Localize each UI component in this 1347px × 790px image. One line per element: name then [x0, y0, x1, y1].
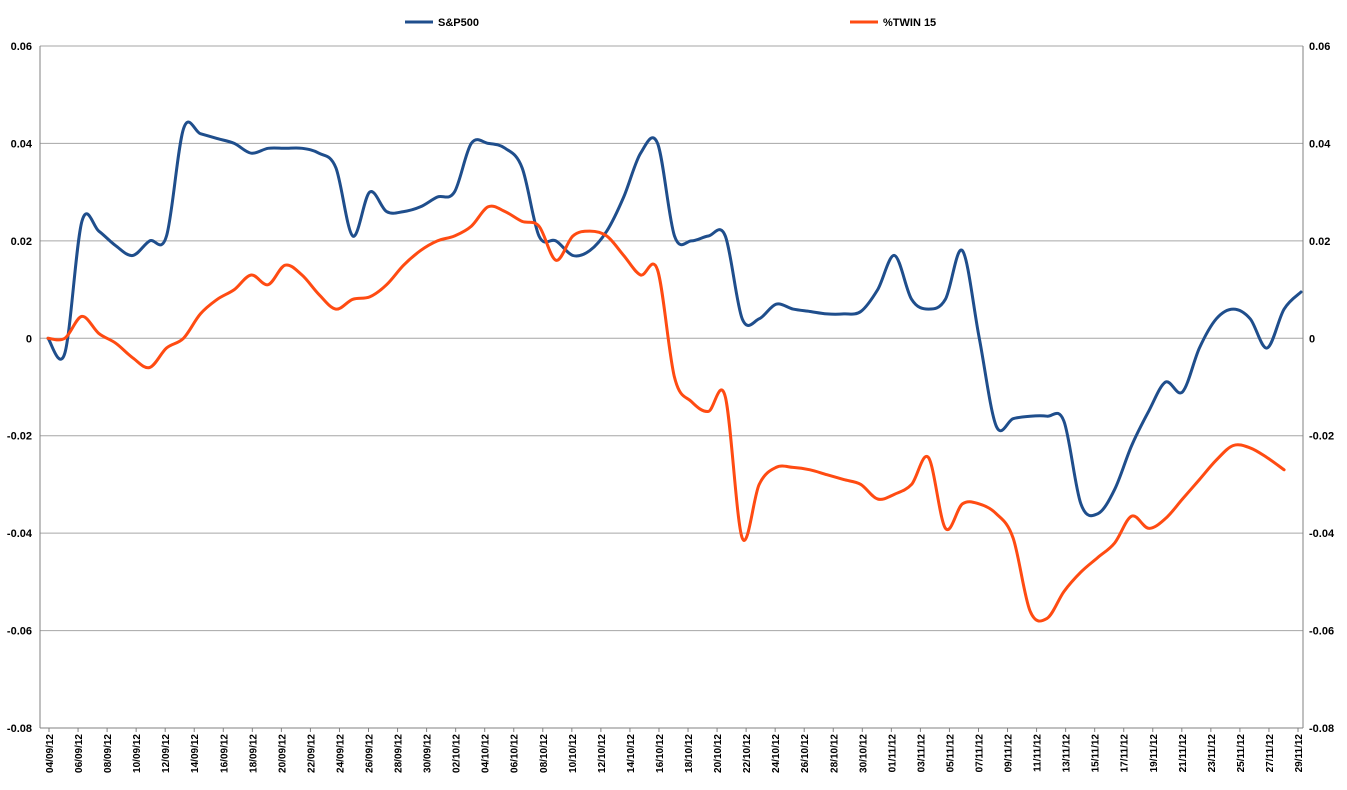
x-tick-label: 10/10/12	[568, 734, 579, 773]
legend-label: %TWIN 15	[883, 17, 936, 29]
y-tick-label-left: 0.04	[11, 138, 33, 150]
x-tick-label: 17/11/12	[1120, 734, 1131, 773]
series-line-sp500	[46, 120, 1303, 518]
x-tick-label: 01/11/12	[887, 734, 898, 773]
x-tick-label: 12/09/12	[161, 734, 172, 773]
x-tick-label: 07/11/12	[974, 734, 985, 773]
series-line-twin15	[46, 204, 1286, 623]
x-tick-label: 11/11/12	[1033, 734, 1044, 772]
x-tick-label: 21/11/12	[1178, 734, 1189, 773]
y-tick-label-right: 0.02	[1309, 236, 1330, 248]
x-tick-label: 22/09/12	[306, 734, 317, 773]
y-tick-label-left: -0.02	[7, 431, 32, 443]
legend-label: S&P500	[438, 17, 479, 29]
x-tick-label: 09/11/12	[1004, 734, 1015, 773]
y-tick-label-left: -0.06	[7, 626, 32, 638]
x-tick-label: 06/10/12	[510, 734, 521, 773]
y-tick-label-right: -0.02	[1309, 431, 1334, 443]
x-tick-label: 28/09/12	[394, 734, 405, 773]
x-tick-label: 19/11/12	[1149, 734, 1160, 773]
x-tick-label: 26/09/12	[365, 734, 376, 773]
x-tick-label: 20/09/12	[277, 734, 288, 773]
x-tick-label: 20/10/12	[713, 734, 724, 773]
x-tick-label: 30/10/12	[858, 734, 869, 773]
y-tick-label-left: -0.08	[7, 723, 32, 735]
x-tick-label: 24/10/12	[771, 734, 782, 773]
gridlines	[40, 45, 1303, 729]
y-tick-label-left: -0.04	[7, 528, 33, 540]
x-tick-label: 23/11/12	[1207, 734, 1218, 773]
x-tick-label: 06/09/12	[74, 734, 85, 773]
y-tick-label-right: -0.04	[1309, 528, 1335, 540]
x-tick-label: 03/11/12	[916, 734, 927, 773]
x-tick-label: 25/11/12	[1236, 734, 1247, 773]
x-tick-label: 27/11/12	[1265, 734, 1276, 773]
y-tick-label-left: 0.06	[11, 41, 32, 53]
axes: 0.06 0.06 0.04 0.04 0.02 0.02 0 0 -0.02 -0.02 -0.0…	[7, 41, 1335, 773]
x-tick-label: 26/10/12	[800, 734, 811, 773]
y-tick-label-right: 0	[1309, 333, 1315, 345]
x-tick-label: 13/11/12	[1062, 734, 1073, 773]
x-tick-label: 14/09/12	[190, 734, 201, 773]
x-tick-label: 04/09/12	[45, 734, 56, 773]
x-tick-label: 10/09/12	[132, 734, 143, 773]
x-tick-label: 30/09/12	[423, 734, 434, 773]
y-tick-label-left: 0.02	[11, 236, 32, 248]
series-lines	[46, 120, 1303, 623]
x-tick-label: 22/10/12	[742, 734, 753, 773]
x-tick-label: 29/11/12	[1294, 734, 1305, 773]
x-tick-label: 04/10/12	[481, 734, 492, 773]
x-tick-label: 18/09/12	[248, 734, 259, 773]
x-tick-label: 15/11/12	[1091, 734, 1102, 773]
x-tick-label: 05/11/12	[945, 734, 956, 773]
x-tick-label: 14/10/12	[626, 734, 637, 773]
legend: S&P500 %TWIN 15	[405, 17, 936, 29]
y-tick-label-right: 0.04	[1309, 138, 1331, 150]
y-tick-label-right: -0.06	[1309, 626, 1334, 638]
x-tick-label: 24/09/12	[335, 734, 346, 773]
y-tick-label-left: 0	[26, 333, 32, 345]
x-tick-label: 18/10/12	[684, 734, 695, 773]
x-tick-label: 16/10/12	[655, 734, 666, 773]
x-tick-label: 02/10/12	[452, 734, 463, 773]
x-tick-label: 08/10/12	[539, 734, 550, 773]
y-tick-label-right: -0.08	[1309, 723, 1334, 735]
x-tick-label: 16/09/12	[219, 734, 230, 773]
x-tick-label: 08/09/12	[103, 734, 114, 773]
x-tick-label: 28/10/12	[829, 734, 840, 773]
x-tick-label: 12/10/12	[597, 734, 608, 773]
y-tick-label-right: 0.06	[1309, 41, 1330, 53]
